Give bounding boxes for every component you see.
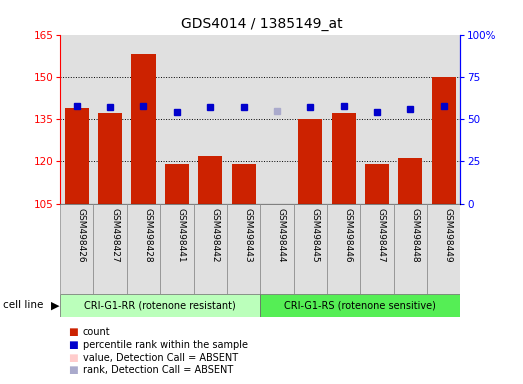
Bar [232, 164, 256, 204]
Text: CRI-G1-RS (rotenone sensitive): CRI-G1-RS (rotenone sensitive) [285, 300, 436, 310]
Text: GSM498441: GSM498441 [177, 208, 186, 263]
Text: count: count [83, 327, 110, 337]
Text: value, Detection Call = ABSENT: value, Detection Call = ABSENT [83, 353, 238, 362]
Bar [327, 204, 360, 294]
Bar [60, 35, 94, 204]
Bar [398, 159, 422, 204]
Bar [194, 35, 227, 204]
Bar [160, 204, 194, 294]
Bar [98, 113, 122, 204]
Bar [293, 204, 327, 294]
Bar [60, 294, 260, 317]
Text: GSM498449: GSM498449 [444, 208, 452, 263]
Bar [431, 77, 456, 204]
Bar [260, 204, 293, 294]
Bar [360, 35, 393, 204]
Bar [94, 35, 127, 204]
Text: GSM498426: GSM498426 [77, 208, 86, 263]
Bar [260, 294, 460, 317]
Text: GSM498427: GSM498427 [110, 208, 119, 263]
Bar [94, 204, 127, 294]
Bar [127, 35, 160, 204]
Text: GSM498428: GSM498428 [143, 208, 153, 263]
Bar [194, 204, 227, 294]
Bar [427, 35, 460, 204]
Text: ■: ■ [68, 353, 78, 362]
Bar [298, 119, 322, 204]
Bar [293, 35, 327, 204]
Bar [332, 113, 356, 204]
Bar [127, 204, 160, 294]
Text: cell line: cell line [3, 300, 43, 310]
Text: GSM498442: GSM498442 [210, 208, 219, 263]
Text: GSM498446: GSM498446 [344, 208, 353, 263]
Text: GSM498444: GSM498444 [277, 208, 286, 263]
Text: CRI-G1-RR (rotenone resistant): CRI-G1-RR (rotenone resistant) [84, 300, 236, 310]
Text: GDS4014 / 1385149_at: GDS4014 / 1385149_at [180, 17, 343, 31]
Bar [60, 204, 94, 294]
Text: ▶: ▶ [51, 300, 60, 310]
Bar [360, 204, 393, 294]
Bar [327, 35, 360, 204]
Bar [165, 164, 189, 204]
Bar [198, 156, 222, 204]
Bar [65, 108, 89, 204]
Text: GSM498448: GSM498448 [410, 208, 419, 263]
Bar [394, 204, 427, 294]
Text: ■: ■ [68, 327, 78, 337]
Bar [131, 54, 155, 204]
Text: rank, Detection Call = ABSENT: rank, Detection Call = ABSENT [83, 365, 233, 375]
Text: GSM498445: GSM498445 [310, 208, 319, 263]
Bar [427, 204, 460, 294]
Text: GSM498447: GSM498447 [377, 208, 386, 263]
Bar [394, 35, 427, 204]
Text: percentile rank within the sample: percentile rank within the sample [83, 340, 247, 350]
Bar [160, 35, 194, 204]
Bar [227, 204, 260, 294]
Bar [365, 164, 389, 204]
Text: ■: ■ [68, 340, 78, 350]
Bar [227, 35, 260, 204]
Text: ■: ■ [68, 365, 78, 375]
Text: GSM498443: GSM498443 [244, 208, 253, 263]
Bar [260, 35, 293, 204]
